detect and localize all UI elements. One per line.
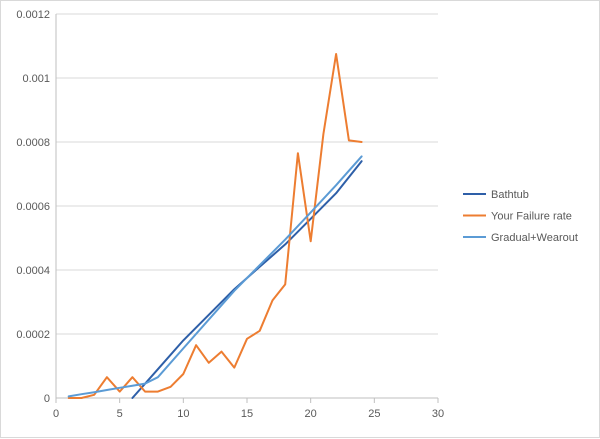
series-line-gradual-wearout <box>67 155 363 398</box>
axes: 0 0.0002 0.0004 0.0006 0.0008 0.001 0.0012 0 5 10… <box>16 9 444 420</box>
x-tick-label: 5 <box>117 408 123 420</box>
x-tick-label: 0 <box>53 408 59 420</box>
x-tick-label: 30 <box>432 408 444 420</box>
y-tick-label: 0.0006 <box>16 201 50 213</box>
y-tick-label: 0.001 <box>22 73 50 85</box>
legend: Bathtub Your Failure rate Gradual+Wearout <box>463 189 578 244</box>
y-tick-label: 0.0004 <box>16 265 50 277</box>
legend-label: Your Failure rate <box>491 211 572 223</box>
x-tick-label: 20 <box>305 408 317 420</box>
legend-label: Gradual+Wearout <box>491 232 578 244</box>
series-line-bathtub <box>131 160 363 399</box>
series-lines <box>67 53 363 399</box>
x-tick-label: 15 <box>241 408 253 420</box>
gridlines <box>56 13 438 399</box>
y-tick-label: 0.0002 <box>16 329 50 341</box>
y-tick-label: 0 <box>44 393 50 405</box>
y-tick-label: 0.0008 <box>16 137 50 149</box>
x-tick-label: 10 <box>177 408 189 420</box>
y-tick-label: 0.0012 <box>16 9 50 21</box>
legend-label: Bathtub <box>491 189 529 201</box>
series-line-your-failure-rate <box>67 53 363 399</box>
x-tick-label: 25 <box>368 408 380 420</box>
